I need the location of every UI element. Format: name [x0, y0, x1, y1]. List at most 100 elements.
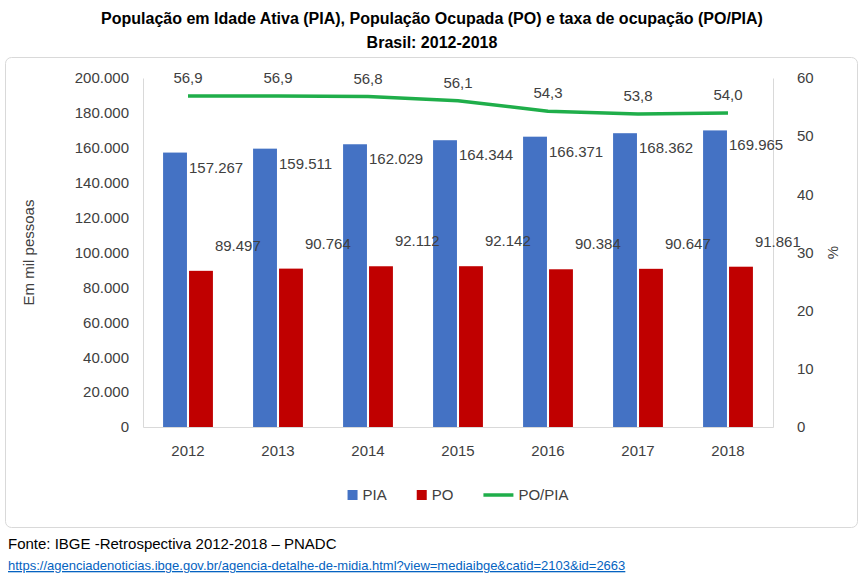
chart-root: População em Idade Ativa (PIA), Populaçã… [0, 0, 864, 583]
y-tick: 100.000 [75, 244, 143, 261]
data-label: 90.764 [305, 235, 351, 252]
title: População em Idade Ativa (PIA), Populaçã… [101, 10, 763, 27]
x-tick-label: 2013 [261, 442, 294, 459]
x-tick-label: 2018 [711, 442, 744, 459]
y2-tick-label: 50 [797, 127, 814, 144]
data-label: 159.511 [279, 155, 332, 172]
x-axis: 2012 2013 2014 2015 2016 2017 2018 [144, 427, 774, 459]
bar [459, 266, 483, 427]
y-axis: 0 20.000 40.000 60.000 80.000 100.000 120.000 1… [75, 69, 144, 435]
bar [343, 144, 367, 427]
y-tick-label: 140.000 [75, 174, 129, 191]
y2-tick: 0 [773, 418, 805, 435]
y-tick: 60.000 [83, 314, 143, 331]
y-tick-label: 180.000 [75, 104, 129, 121]
data-label: 56,8 [353, 70, 382, 87]
x-tick: 2014 [351, 427, 384, 459]
bar [549, 269, 573, 427]
data-label: 89.497 [215, 237, 261, 254]
data-label: 54,0 [713, 86, 742, 103]
y2-tick: 20 [773, 302, 814, 319]
x-tick: 2017 [621, 427, 654, 459]
data-label: 91.861 [755, 233, 801, 250]
x-tick: 2015 [441, 427, 474, 459]
source-note: Fonte: IBGE -Retrospectiva 2012-2018 – P… [8, 535, 337, 552]
y2-tick-label: 40 [797, 186, 814, 203]
y2-axis-title: % [824, 246, 841, 259]
y-tick: 120.000 [75, 209, 143, 226]
y-tick: 140.000 [75, 174, 143, 191]
y2-tick-label: 20 [797, 302, 814, 319]
x-tick-label: 2017 [621, 442, 654, 459]
y-tick-label: 200.000 [75, 69, 129, 86]
y-tick: 200.000 [75, 69, 143, 86]
bar [433, 140, 457, 427]
y-tick-label: 40.000 [83, 349, 129, 366]
y2-tick: 10 [773, 360, 814, 377]
bar [189, 271, 213, 427]
y-tick-label: 60.000 [83, 314, 129, 331]
x-axis-line [144, 427, 774, 428]
x-tick-label: 2016 [531, 442, 564, 459]
bar [639, 269, 663, 427]
x-tick: 2016 [531, 427, 564, 459]
data-label: 54,3 [533, 84, 562, 101]
y2-tick-label: 10 [797, 360, 814, 377]
y-tick: 180.000 [75, 104, 143, 121]
y-tick: 20.000 [83, 383, 143, 400]
legend-item: PIA [348, 486, 387, 503]
y-axis-title: Em mil pessoas [20, 200, 37, 306]
bar [369, 266, 393, 427]
data-label: 56,9 [263, 69, 292, 86]
data-label: 168.362 [639, 139, 693, 156]
bar [703, 130, 727, 427]
y-tick-label: 100.000 [75, 244, 129, 261]
data-label: 166.371 [549, 143, 603, 160]
x-tick: 2013 [261, 427, 294, 459]
data-label: 90.384 [575, 235, 621, 252]
bar [279, 269, 303, 427]
y2-tick: 40 [773, 186, 814, 203]
data-label: 53,8 [623, 87, 652, 104]
y2-tick-label: 60 [797, 69, 814, 86]
y-tick: 160.000 [75, 139, 143, 156]
y-tick-label: 0 [121, 418, 129, 435]
x-tick-label: 2012 [171, 442, 204, 459]
plot-marks [163, 96, 753, 427]
bar [613, 133, 637, 427]
legend-swatch [348, 490, 358, 500]
legend-item: PO/PIA [483, 486, 568, 503]
legend-label: PIA [363, 486, 387, 503]
legend-label: PO/PIA [518, 486, 568, 503]
data-label: 157.267 [189, 159, 243, 176]
legend-label: PO [432, 486, 454, 503]
y-tick-label: 20.000 [83, 383, 129, 400]
chart-frame [6, 58, 858, 528]
data-labels: 157.267 159.511 162.029 164.344 166.371 168.3… [173, 69, 800, 254]
y-axis-line [143, 79, 144, 428]
legend-swatch [483, 493, 513, 497]
legend-swatch [417, 490, 427, 500]
y-tick: 80.000 [83, 279, 143, 296]
bar-series [189, 266, 753, 427]
x-tick-label: 2015 [441, 442, 474, 459]
source-url: https://agenciadenoticias.ibge.gov.br/ag… [8, 558, 625, 573]
y2-tick: 60 [773, 69, 814, 86]
bar [163, 153, 187, 427]
data-label: 56,1 [443, 74, 472, 91]
subtitle: Brasil: 2012-2018 [367, 34, 498, 51]
data-label: 162.029 [369, 150, 423, 167]
bar [729, 267, 753, 427]
legend-item: PO [417, 486, 454, 503]
y-tick: 0 [121, 418, 143, 435]
y-tick-label: 160.000 [75, 139, 129, 156]
x-tick-label: 2014 [351, 442, 384, 459]
x-tick: 2012 [171, 427, 204, 459]
data-label: 164.344 [459, 146, 513, 163]
y2-axis-line [773, 79, 774, 428]
y2-tick-label: 0 [797, 418, 805, 435]
data-label: 92.142 [485, 232, 531, 249]
legend: PIA PO PO/PIA [348, 486, 569, 503]
y-tick-label: 120.000 [75, 209, 129, 226]
data-label: 169.965 [729, 136, 783, 153]
